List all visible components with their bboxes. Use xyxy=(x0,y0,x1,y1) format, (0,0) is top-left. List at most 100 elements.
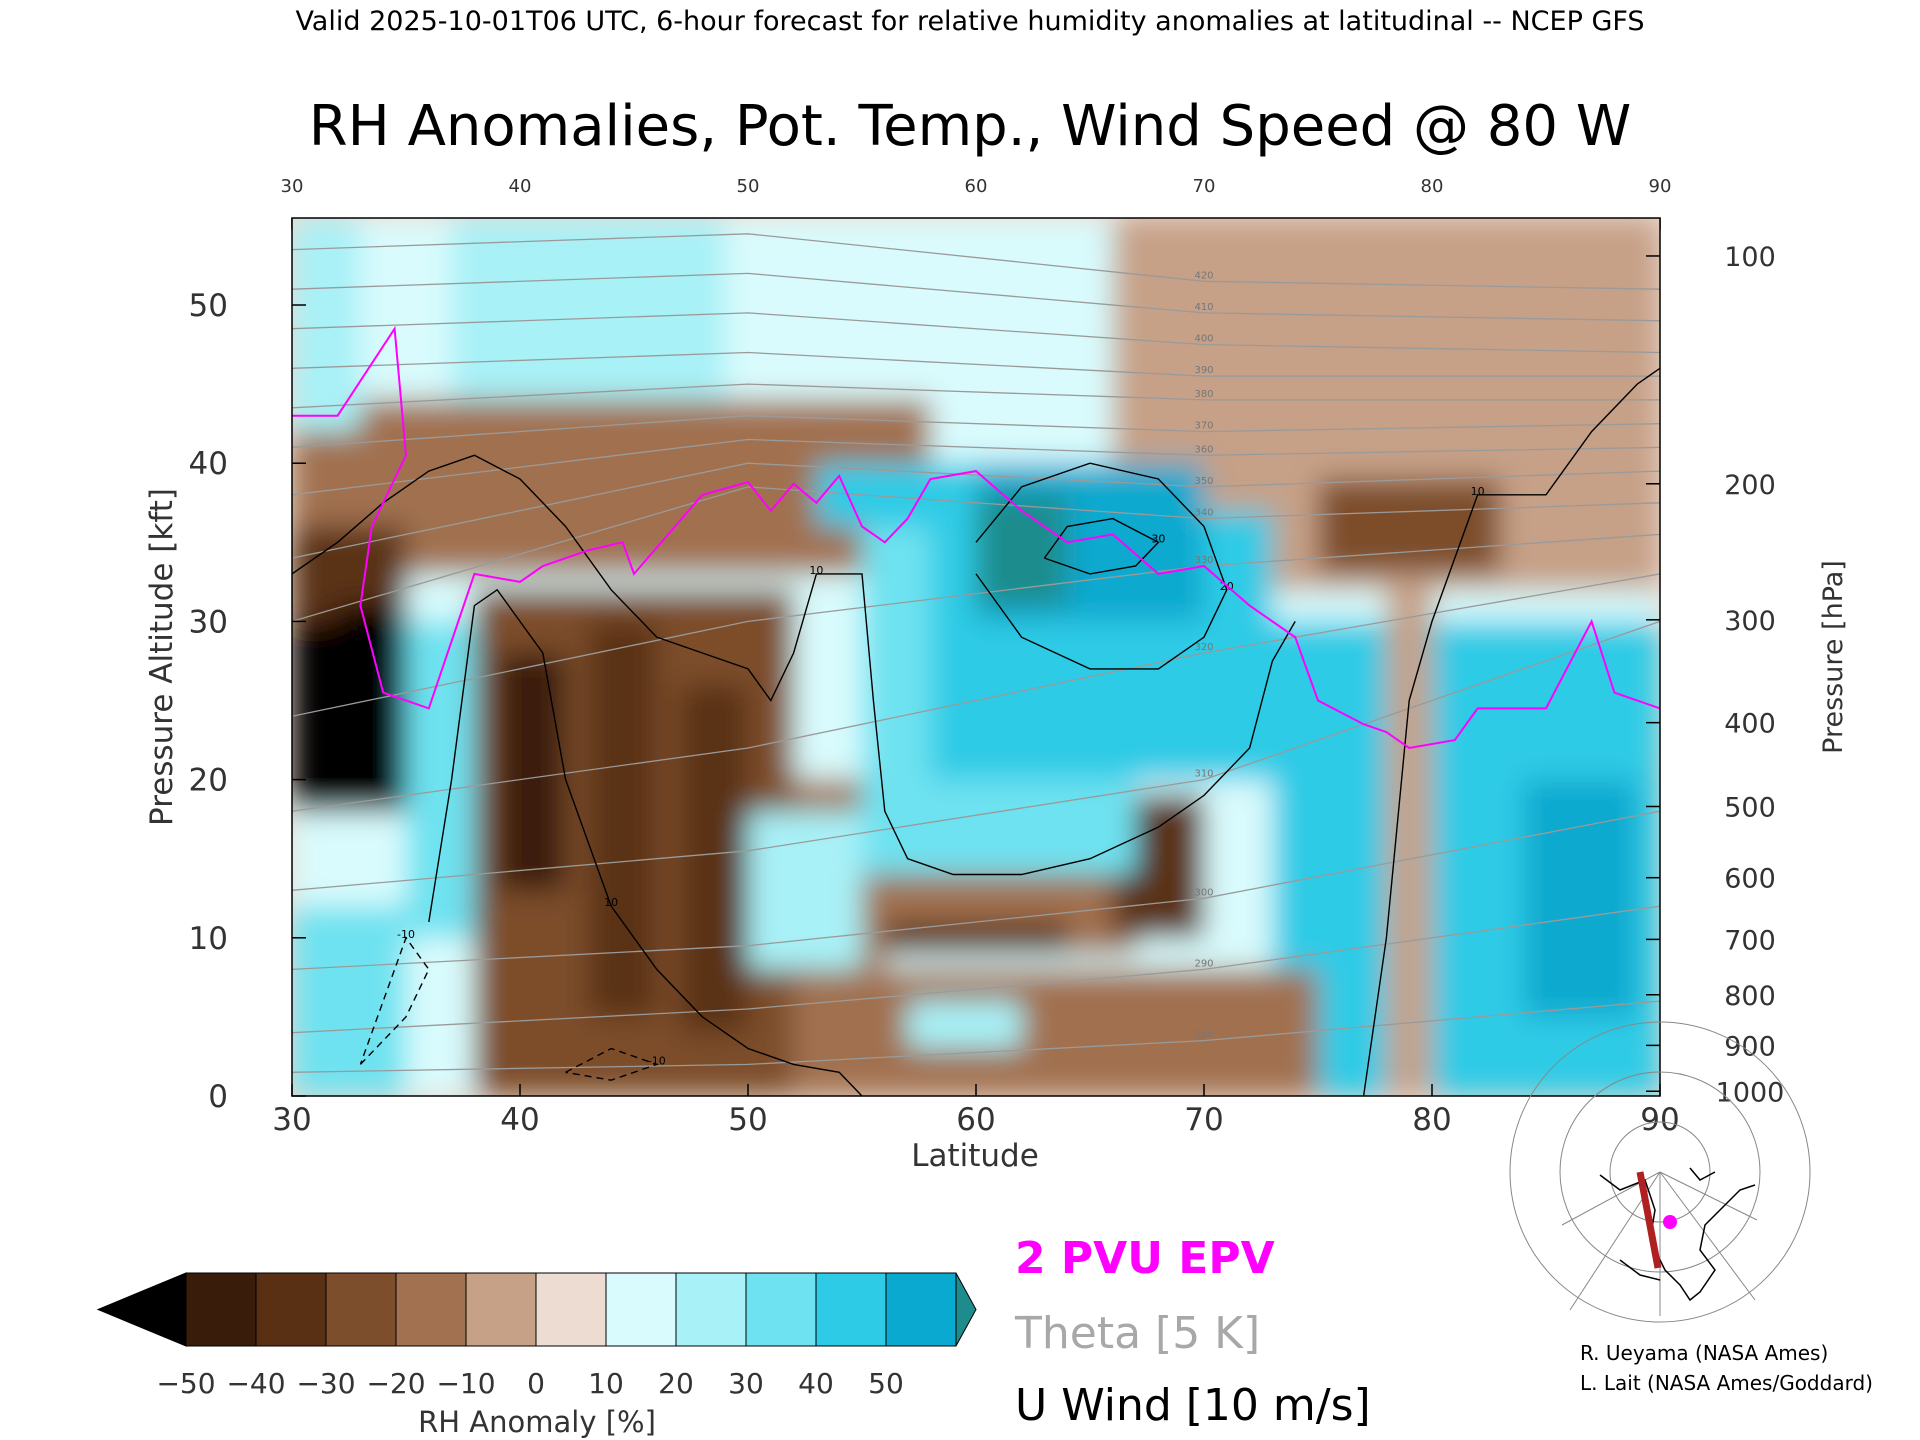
x-axis: 30 40 50 60 70 80 90 xyxy=(272,1084,1680,1138)
u-wind-label: -10 xyxy=(648,1054,666,1067)
top-x-tick-label: 70 xyxy=(1193,176,1216,197)
colorbar-tick-label: 20 xyxy=(658,1367,694,1400)
top-x-tick-label: 80 xyxy=(1421,176,1444,197)
theta-line xyxy=(292,233,1660,290)
u-wind-contour xyxy=(565,1047,659,1081)
y-tick-label-right: 900 xyxy=(1724,1031,1776,1062)
colorbar-swatch xyxy=(535,1272,607,1347)
rh-region xyxy=(292,906,406,1096)
rh-region xyxy=(588,621,657,1017)
theta-contours: 280 290 300 310 320 330 340 350 360 370 380 390 400 4… xyxy=(292,233,1660,1073)
theta-line xyxy=(292,438,1660,496)
x-tick-label: 30 xyxy=(272,1102,311,1138)
rh-region xyxy=(451,218,726,400)
y-tick-label-left: 30 xyxy=(189,604,228,640)
theta-line xyxy=(292,486,1660,623)
x-tick-label: 40 xyxy=(500,1102,539,1138)
theta-label: 340 xyxy=(1194,508,1213,519)
u-wind-label: 10 xyxy=(809,564,823,577)
theta-label: 410 xyxy=(1194,302,1213,313)
rh-region xyxy=(1523,779,1638,1017)
y-tick-label-left: 0 xyxy=(208,1079,228,1115)
colorbar-tick-label: −30 xyxy=(296,1367,355,1400)
x-tick-label: 80 xyxy=(1412,1102,1451,1138)
valid-time-header: Valid 2025-10-01T06 UTC, 6-hour forecast… xyxy=(295,6,1644,37)
colorbar-swatch xyxy=(815,1272,887,1347)
y-axis-label-right: Pressure [hPa] xyxy=(1818,560,1849,754)
top-x-tick-label: 40 xyxy=(509,176,532,197)
theta-label: 350 xyxy=(1194,476,1213,487)
colorbar-swatch xyxy=(605,1272,677,1347)
y-tick-label-right: 200 xyxy=(1724,470,1776,501)
legend-epv: 2 PVU EPV xyxy=(1015,1233,1275,1284)
theta-label: 280 xyxy=(1194,1030,1213,1041)
colorbar-swatch xyxy=(255,1272,327,1347)
colorbar: −50 −40 −30 −20 −10 0 10 20 30 40 50 xyxy=(96,1272,977,1400)
theta-line xyxy=(292,415,1660,449)
colorbar-label: RH Anomaly [%] xyxy=(418,1405,656,1439)
locator-cross-section-line xyxy=(1636,1171,1662,1269)
colorbar-swatch xyxy=(465,1272,537,1347)
rh-region xyxy=(679,684,748,1033)
y-axis-right: 100 200 300 400 500 600 700 800 900 1000 xyxy=(1646,242,1784,1108)
colorbar-tick-label: 0 xyxy=(527,1367,545,1400)
legend: 2 PVU EPV Theta [5 K] U Wind [10 m/s] xyxy=(1014,1233,1371,1431)
locator-marker xyxy=(1663,1215,1677,1229)
colorbar-swatch xyxy=(325,1272,397,1347)
credit-line-2: L. Lait (NASA Ames/Goddard) xyxy=(1580,1371,1873,1395)
y-tick-label-right: 700 xyxy=(1724,925,1776,956)
y-tick-label-left: 50 xyxy=(189,288,228,324)
theta-label: 390 xyxy=(1194,365,1213,376)
theta-line xyxy=(292,272,1660,322)
theta-label: 310 xyxy=(1194,769,1213,780)
colorbar-tick-label: 10 xyxy=(588,1367,624,1400)
theta-line xyxy=(292,810,1660,971)
theta-line xyxy=(292,351,1660,377)
theta-label: 370 xyxy=(1194,421,1213,432)
rh-region xyxy=(976,494,1068,606)
rh-region xyxy=(406,621,475,938)
y-tick-label-left: 10 xyxy=(189,921,228,957)
theta-label: 330 xyxy=(1194,555,1213,566)
colorbar-tick-label: −10 xyxy=(436,1367,495,1400)
locator-coastlines xyxy=(1599,1167,1756,1302)
theta-label: 320 xyxy=(1194,642,1213,653)
rh-region xyxy=(1386,589,1432,1096)
y-axis-label-left: Pressure Altitude [kft] xyxy=(144,488,180,826)
theta-line xyxy=(292,462,1660,559)
colorbar-swatch xyxy=(745,1272,817,1347)
theta-line xyxy=(292,533,1660,717)
chart-title: RH Anomalies, Pot. Temp., Wind Speed @ 8… xyxy=(309,94,1631,159)
u-wind-contour xyxy=(292,454,1296,876)
y-tick-label-right: 400 xyxy=(1724,709,1776,740)
colorbar-over-triangle xyxy=(955,1272,977,1347)
locator-map xyxy=(1509,1021,1811,1323)
colorbar-under-triangle xyxy=(96,1272,187,1347)
colorbar-swatch xyxy=(185,1272,257,1347)
theta-label: 360 xyxy=(1194,444,1213,455)
x-tick-label: 70 xyxy=(1184,1102,1223,1138)
rh-region xyxy=(907,1001,1022,1049)
colorbar-tick-label: 50 xyxy=(868,1367,904,1400)
top-x-tick-label: 90 xyxy=(1649,176,1672,197)
theta-line xyxy=(292,1000,1660,1073)
y-tick-label-right: 1000 xyxy=(1716,1077,1785,1108)
u-wind-contour xyxy=(359,936,430,1065)
rh-region xyxy=(337,605,406,654)
locator-map-frame xyxy=(1560,1168,1758,1316)
u-wind-label: 30 xyxy=(1151,532,1165,545)
rh-region xyxy=(748,811,862,970)
top-x-tick-label: 30 xyxy=(281,176,304,197)
rh-region xyxy=(1318,479,1501,574)
x-tick-label: 90 xyxy=(1640,1102,1679,1138)
colorbar-tick-label: −20 xyxy=(366,1367,425,1400)
theta-label: 400 xyxy=(1194,334,1213,345)
u-wind-label: 10 xyxy=(1471,485,1485,498)
credit-line-1: R. Ueyama (NASA Ames) xyxy=(1580,1341,1828,1365)
theta-label: 380 xyxy=(1194,389,1213,400)
colorbar-tick-label: −40 xyxy=(226,1367,285,1400)
colorbar-swatch xyxy=(395,1272,467,1347)
u-wind-contour xyxy=(1362,367,1660,1096)
x-tick-label: 50 xyxy=(728,1102,767,1138)
